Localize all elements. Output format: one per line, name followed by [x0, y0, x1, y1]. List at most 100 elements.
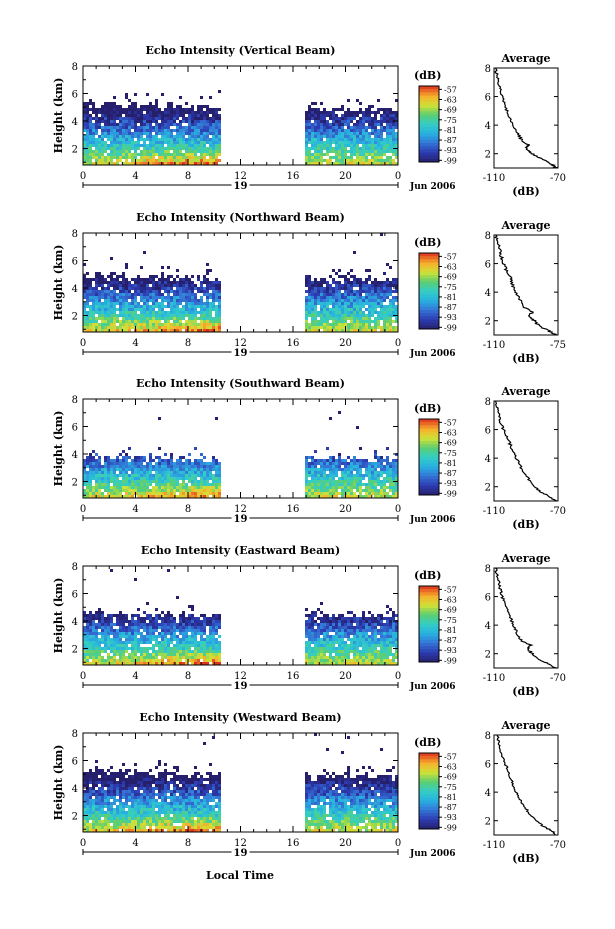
colorbar-band [419, 586, 439, 590]
colorbar-band [419, 806, 439, 811]
avg-y-tick-label: 6 [485, 593, 491, 604]
colorbar-band [419, 460, 439, 464]
colorbar-unit: (dB) [414, 69, 441, 82]
colorbar-band [419, 611, 439, 615]
average-title: Average [500, 719, 550, 732]
day-label: 19 [234, 848, 248, 859]
panel-title: Echo Intensity (Vertical Beam) [145, 44, 335, 57]
panel-1: Echo Intensity (Northward Beam) Height (k… [52, 211, 566, 365]
x-tick-label: 4 [132, 171, 138, 182]
colorbar-band [419, 469, 439, 474]
y-tick-label: 6 [72, 757, 78, 768]
panel-4: Echo Intensity (Westward Beam) Height (km… [52, 711, 566, 865]
x-tick-label: 8 [185, 838, 191, 849]
x-tick-label: 12 [234, 171, 247, 182]
colorbar-tick-label: -75 [444, 616, 457, 625]
y-tick-label: 4 [72, 284, 78, 295]
colorbar-tick-label: -75 [444, 449, 457, 458]
x-tick-label: 8 [185, 338, 191, 349]
colorbar-band [419, 457, 439, 461]
colorbar-band [419, 646, 439, 650]
avg-y-tick-label: 8 [485, 64, 491, 75]
average-title: Average [500, 385, 550, 398]
colorbar-band [419, 466, 439, 471]
average-title: Average [500, 552, 550, 565]
colorbar-band [419, 624, 439, 628]
colorbar-band [419, 101, 439, 106]
x-tick-label: 0 [80, 171, 86, 182]
colorbar-frame [418, 752, 440, 830]
colorbar-tick-label: -81 [444, 293, 457, 302]
colorbar-tick-label: -99 [444, 656, 457, 665]
colorbar-band [419, 98, 439, 103]
colorbar-band [419, 787, 439, 792]
colorbar-band [419, 617, 439, 622]
colorbar-tick-label: -75 [444, 283, 457, 292]
colorbar-band [419, 491, 439, 496]
x-tick-label: 4 [132, 338, 138, 349]
colorbar-band [419, 765, 439, 770]
y-tick-label: 4 [72, 784, 78, 795]
colorbar-tick-label: -69 [444, 439, 457, 448]
x-tick-label: 12 [234, 671, 247, 682]
date-label: Jun 2006 [409, 349, 456, 359]
x-tick-label: 4 [132, 671, 138, 682]
y-tick-label: 4 [72, 617, 78, 628]
x-tick-label: 0 [395, 171, 401, 182]
colorbar-band [419, 287, 439, 292]
colorbar-band [419, 149, 439, 153]
colorbar-band [419, 658, 439, 663]
colorbar-tick-label: -99 [444, 323, 457, 332]
average-frame [493, 734, 559, 836]
colorbar-frame [418, 85, 440, 163]
y-tick-label: 2 [72, 812, 78, 823]
avg-x-tick-label: -70 [550, 673, 566, 684]
colorbar-band [419, 105, 439, 109]
colorbar-tick-label: -69 [444, 773, 457, 782]
colorbar-band [419, 434, 439, 439]
x-tick-label: 12 [234, 504, 247, 515]
average-frame [493, 400, 559, 502]
colorbar-band [419, 608, 439, 612]
colorbar-band [419, 649, 439, 653]
heatmap-cells [83, 411, 398, 498]
colorbar-band [419, 158, 439, 163]
colorbar-band [419, 297, 439, 301]
colorbar-tick-label: -81 [444, 626, 457, 635]
colorbar-band [419, 325, 439, 330]
colorbar-band [419, 633, 439, 638]
heatmap-cells [83, 569, 398, 665]
x-tick-label: 20 [339, 171, 352, 182]
colorbar-band [419, 605, 439, 609]
colorbar-band [419, 444, 439, 448]
colorbar-band [419, 120, 439, 125]
time-axis-title: Local Time [206, 869, 274, 882]
colorbar-band [419, 772, 439, 776]
y-axis-label: Height (km) [52, 578, 65, 654]
y-tick-label: 8 [72, 562, 78, 573]
colorbar-band [419, 114, 439, 119]
avg-y-tick-label: 8 [485, 731, 491, 742]
colorbar-tick-label: -63 [444, 263, 457, 272]
colorbar-band [419, 655, 439, 660]
panel-title: Echo Intensity (Southward Beam) [136, 377, 345, 390]
colorbar-band [419, 89, 439, 93]
colorbar-band [419, 441, 439, 445]
y-tick-label: 6 [72, 257, 78, 268]
colorbar-band [419, 636, 439, 641]
colorbar-band [419, 627, 439, 631]
colorbar-band [419, 768, 439, 773]
colorbar-band [419, 303, 439, 308]
colorbar-tick-label: -63 [444, 429, 457, 438]
colorbar-band [419, 310, 439, 314]
date-label: Jun 2006 [409, 849, 456, 859]
colorbar-band [419, 111, 439, 115]
colorbar-band [419, 450, 439, 455]
colorbar-band [419, 300, 439, 305]
colorbar-band [419, 589, 439, 593]
avg-x-label: (dB) [512, 518, 539, 531]
x-tick-label: 20 [339, 338, 352, 349]
x-tick-label: 0 [395, 338, 401, 349]
avg-x-tick-label: -70 [550, 506, 566, 517]
average-title: Average [500, 52, 550, 65]
